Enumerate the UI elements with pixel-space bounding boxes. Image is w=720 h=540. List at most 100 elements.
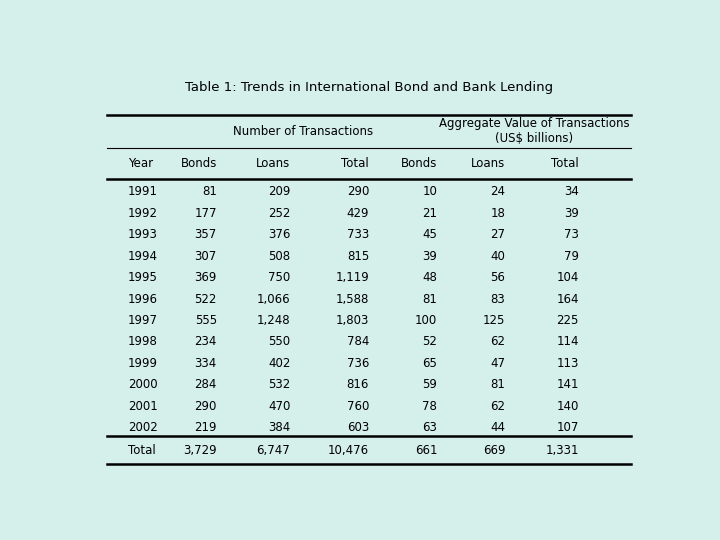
Text: 113: 113 (557, 357, 579, 370)
Text: 62: 62 (490, 335, 505, 348)
Text: 1998: 1998 (127, 335, 158, 348)
Text: 1996: 1996 (127, 293, 158, 306)
Text: 27: 27 (490, 228, 505, 241)
Text: 164: 164 (557, 293, 579, 306)
Text: 429: 429 (346, 207, 369, 220)
Text: Loans: Loans (471, 157, 505, 170)
Text: 234: 234 (194, 335, 217, 348)
Text: 209: 209 (268, 186, 290, 199)
Text: 815: 815 (347, 249, 369, 263)
Text: 1992: 1992 (127, 207, 158, 220)
Text: Year: Year (127, 157, 153, 170)
Text: 1993: 1993 (127, 228, 158, 241)
Text: 1,588: 1,588 (336, 293, 369, 306)
Text: 219: 219 (194, 421, 217, 434)
Text: Total: Total (341, 157, 369, 170)
Text: 3,729: 3,729 (184, 443, 217, 456)
Text: 760: 760 (346, 400, 369, 413)
Text: 1997: 1997 (127, 314, 158, 327)
Text: 402: 402 (268, 357, 290, 370)
Text: 555: 555 (195, 314, 217, 327)
Text: 52: 52 (423, 335, 437, 348)
Text: 1994: 1994 (127, 249, 158, 263)
Text: 784: 784 (346, 335, 369, 348)
Text: 284: 284 (194, 378, 217, 392)
Text: Number of Transactions: Number of Transactions (233, 125, 374, 138)
Text: 39: 39 (564, 207, 579, 220)
Text: 73: 73 (564, 228, 579, 241)
Text: Aggregate Value of Transactions
(US$ billions): Aggregate Value of Transactions (US$ bil… (439, 118, 629, 145)
Text: 1,803: 1,803 (336, 314, 369, 327)
Text: 34: 34 (564, 186, 579, 199)
Text: 24: 24 (490, 186, 505, 199)
Text: 1,248: 1,248 (257, 314, 290, 327)
Text: 225: 225 (557, 314, 579, 327)
Text: 140: 140 (557, 400, 579, 413)
Text: 369: 369 (194, 271, 217, 284)
Text: 750: 750 (268, 271, 290, 284)
Text: 470: 470 (268, 400, 290, 413)
Text: 81: 81 (490, 378, 505, 392)
Text: 816: 816 (346, 378, 369, 392)
Text: 2000: 2000 (127, 378, 158, 392)
Text: 733: 733 (347, 228, 369, 241)
Text: 334: 334 (194, 357, 217, 370)
Text: 661: 661 (415, 443, 437, 456)
Text: 48: 48 (423, 271, 437, 284)
Text: Total: Total (127, 443, 156, 456)
Text: 65: 65 (423, 357, 437, 370)
Text: 290: 290 (194, 400, 217, 413)
Text: 56: 56 (490, 271, 505, 284)
Text: 1999: 1999 (127, 357, 158, 370)
Text: 81: 81 (423, 293, 437, 306)
Text: 1995: 1995 (127, 271, 158, 284)
Text: 10: 10 (423, 186, 437, 199)
Text: 104: 104 (557, 271, 579, 284)
Text: Bonds: Bonds (401, 157, 437, 170)
Text: 78: 78 (423, 400, 437, 413)
Text: 62: 62 (490, 400, 505, 413)
Text: 1,331: 1,331 (545, 443, 579, 456)
Text: 2002: 2002 (127, 421, 158, 434)
Text: 18: 18 (490, 207, 505, 220)
Text: 384: 384 (268, 421, 290, 434)
Text: 252: 252 (268, 207, 290, 220)
Text: Table 1: Trends in International Bond and Bank Lending: Table 1: Trends in International Bond an… (185, 82, 553, 94)
Text: 6,747: 6,747 (256, 443, 290, 456)
Text: 1,119: 1,119 (336, 271, 369, 284)
Text: 357: 357 (194, 228, 217, 241)
Text: 2001: 2001 (127, 400, 158, 413)
Text: 125: 125 (483, 314, 505, 327)
Text: 532: 532 (268, 378, 290, 392)
Text: Loans: Loans (256, 157, 290, 170)
Text: 1,066: 1,066 (257, 293, 290, 306)
Text: 669: 669 (483, 443, 505, 456)
Text: 81: 81 (202, 186, 217, 199)
Text: 522: 522 (194, 293, 217, 306)
Text: 508: 508 (268, 249, 290, 263)
Text: 47: 47 (490, 357, 505, 370)
Text: 376: 376 (268, 228, 290, 241)
Text: 141: 141 (557, 378, 579, 392)
Text: 290: 290 (346, 186, 369, 199)
Text: 45: 45 (423, 228, 437, 241)
Text: 83: 83 (490, 293, 505, 306)
Text: 107: 107 (557, 421, 579, 434)
Text: 736: 736 (346, 357, 369, 370)
Text: 10,476: 10,476 (328, 443, 369, 456)
Text: 100: 100 (415, 314, 437, 327)
Text: 79: 79 (564, 249, 579, 263)
Text: 603: 603 (347, 421, 369, 434)
Text: 63: 63 (423, 421, 437, 434)
Text: Total: Total (551, 157, 579, 170)
Text: 177: 177 (194, 207, 217, 220)
Text: 40: 40 (490, 249, 505, 263)
Text: 39: 39 (423, 249, 437, 263)
Text: Bonds: Bonds (181, 157, 217, 170)
Text: 307: 307 (194, 249, 217, 263)
Text: 21: 21 (422, 207, 437, 220)
Text: 59: 59 (423, 378, 437, 392)
Text: 550: 550 (268, 335, 290, 348)
Text: 44: 44 (490, 421, 505, 434)
Text: 1991: 1991 (127, 186, 158, 199)
